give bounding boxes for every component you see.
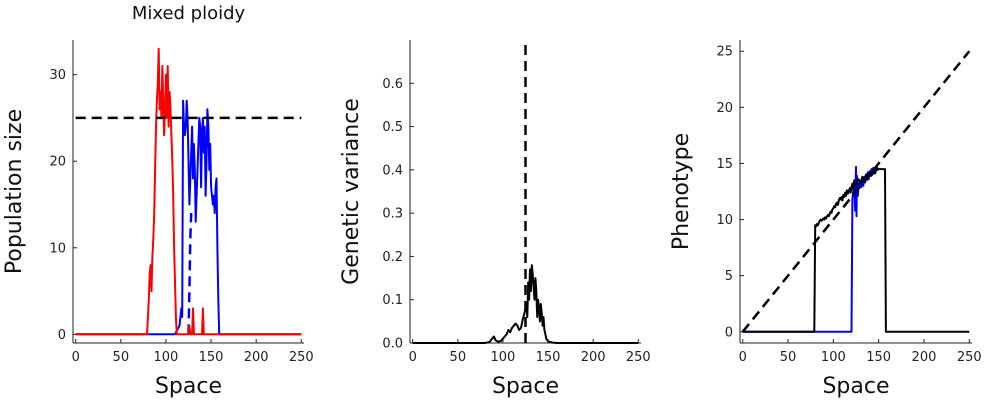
- x-axis-label: Space: [155, 374, 222, 399]
- x-tick-label: 200: [912, 350, 937, 365]
- y-tick-label: 30: [49, 68, 66, 83]
- series-line-1: [75, 99, 302, 336]
- x-tick-label: 0: [409, 350, 417, 365]
- y-tick-label: 0: [725, 325, 733, 340]
- x-tick-label: 150: [866, 350, 891, 365]
- x-tick-label: 250: [957, 350, 982, 365]
- y-tick-label: 0.3: [382, 207, 403, 222]
- y-tick-label: 25: [716, 45, 733, 60]
- x-tick-label: 150: [199, 350, 224, 365]
- x-axis-label: Space: [492, 374, 559, 399]
- y-tick-label: 10: [716, 213, 733, 228]
- y-axis-label: Population size: [2, 109, 27, 274]
- series-line-3: [75, 47, 302, 336]
- x-tick-label: 200: [244, 350, 269, 365]
- series-line-1: [412, 264, 639, 344]
- y-tick-label: 5: [725, 269, 733, 284]
- x-tick-label: 150: [536, 350, 561, 365]
- panel-1: 0 50 100 150 200 250 0 10 20 30 Space Population si…: [2, 3, 314, 399]
- y-tick-label: 20: [716, 101, 733, 116]
- x-tick-label: 50: [780, 350, 797, 365]
- y-tick-label: 0.4: [382, 163, 403, 178]
- y-tick-label: 10: [49, 241, 66, 256]
- x-tick-label: 100: [821, 350, 846, 365]
- y-axis-label: Genetic variance: [339, 98, 364, 285]
- panel-3: 0 50 100 150 200 250 0 5 10 15 20 25 Space Phenotype: [669, 40, 982, 399]
- x-tick-label: 100: [154, 350, 179, 365]
- x-tick-label: 250: [626, 350, 651, 365]
- x-tick-label: 0: [739, 350, 747, 365]
- chart-title: Mixed ploidy: [132, 3, 246, 24]
- y-axis-label: Phenotype: [669, 133, 694, 250]
- x-axis-label: Space: [822, 374, 889, 399]
- y-tick-label: 20: [49, 155, 66, 170]
- y-tick-label: 0.5: [382, 120, 403, 135]
- series-line-2: [742, 166, 970, 333]
- panel-2: 0 50 100 150 200 250 0.0 0.1 0.2 0.3 0.4 0.5 0.6 Spac…: [339, 40, 651, 399]
- y-tick-label: 0.2: [382, 250, 403, 265]
- y-tick-label: 0: [58, 328, 66, 343]
- x-tick-label: 200: [581, 350, 606, 365]
- y-tick-label: 0.1: [382, 293, 403, 308]
- x-tick-label: 50: [450, 350, 467, 365]
- x-tick-label: 100: [491, 350, 516, 365]
- series-line-2: [187, 213, 193, 335]
- x-tick-label: 0: [72, 350, 80, 365]
- y-tick-label: 0.6: [382, 77, 403, 92]
- x-tick-label: 50: [113, 350, 130, 365]
- y-tick-label: 15: [716, 157, 733, 172]
- series-line-3: [741, 50, 971, 333]
- x-tick-label: 250: [289, 350, 314, 365]
- y-tick-label: 0.0: [382, 337, 403, 352]
